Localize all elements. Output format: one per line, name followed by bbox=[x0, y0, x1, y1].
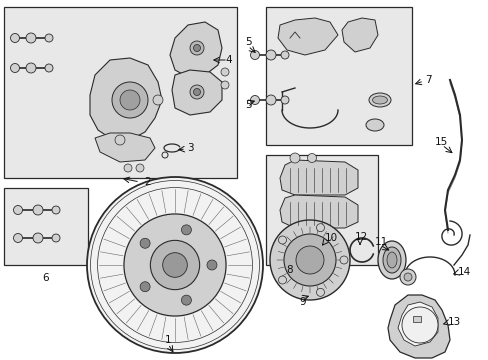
Circle shape bbox=[190, 41, 203, 55]
Text: 2: 2 bbox=[144, 177, 151, 187]
Circle shape bbox=[52, 206, 60, 214]
Text: 11: 11 bbox=[374, 237, 387, 247]
Circle shape bbox=[26, 33, 36, 43]
Circle shape bbox=[250, 50, 259, 59]
Text: 5: 5 bbox=[244, 100, 251, 110]
Circle shape bbox=[26, 63, 36, 73]
Circle shape bbox=[281, 51, 288, 59]
Text: 10: 10 bbox=[325, 233, 337, 243]
Polygon shape bbox=[170, 22, 222, 77]
Circle shape bbox=[401, 307, 437, 343]
Circle shape bbox=[295, 246, 324, 274]
Polygon shape bbox=[280, 195, 357, 228]
Bar bbox=[412, 316, 420, 322]
Bar bbox=[265, 155, 377, 265]
Circle shape bbox=[193, 89, 200, 95]
Circle shape bbox=[206, 260, 217, 270]
Polygon shape bbox=[278, 18, 337, 55]
Circle shape bbox=[278, 236, 286, 244]
Text: 5: 5 bbox=[244, 37, 251, 47]
Text: 7: 7 bbox=[424, 75, 431, 85]
Circle shape bbox=[265, 95, 275, 105]
Polygon shape bbox=[172, 70, 222, 115]
Polygon shape bbox=[387, 295, 449, 358]
Circle shape bbox=[120, 90, 140, 110]
Circle shape bbox=[136, 164, 143, 172]
Circle shape bbox=[123, 214, 225, 316]
Circle shape bbox=[250, 95, 259, 104]
Circle shape bbox=[278, 276, 286, 284]
Circle shape bbox=[45, 34, 53, 42]
Circle shape bbox=[281, 96, 288, 104]
Circle shape bbox=[316, 224, 324, 232]
Circle shape bbox=[265, 50, 275, 60]
Text: 14: 14 bbox=[457, 267, 470, 277]
Circle shape bbox=[307, 153, 316, 162]
Text: 15: 15 bbox=[434, 137, 447, 147]
Circle shape bbox=[153, 95, 163, 105]
Bar bbox=[4, 188, 88, 265]
Circle shape bbox=[190, 85, 203, 99]
Polygon shape bbox=[95, 133, 155, 162]
Circle shape bbox=[150, 240, 199, 290]
Circle shape bbox=[284, 234, 335, 286]
Circle shape bbox=[221, 68, 228, 76]
Ellipse shape bbox=[372, 96, 386, 104]
Circle shape bbox=[52, 234, 60, 242]
Circle shape bbox=[87, 177, 263, 353]
Circle shape bbox=[33, 233, 43, 243]
Polygon shape bbox=[341, 18, 377, 52]
Circle shape bbox=[10, 33, 20, 42]
Circle shape bbox=[14, 206, 22, 215]
Circle shape bbox=[399, 269, 415, 285]
Ellipse shape bbox=[386, 252, 396, 268]
Circle shape bbox=[403, 273, 411, 281]
Circle shape bbox=[181, 295, 191, 305]
Ellipse shape bbox=[365, 119, 383, 131]
Text: 8: 8 bbox=[286, 265, 293, 275]
Text: 4: 4 bbox=[224, 55, 231, 65]
Ellipse shape bbox=[382, 247, 400, 273]
Polygon shape bbox=[285, 245, 341, 258]
Bar bbox=[4, 7, 237, 178]
Circle shape bbox=[269, 220, 349, 300]
Text: 3: 3 bbox=[186, 143, 193, 153]
Polygon shape bbox=[90, 58, 162, 140]
Circle shape bbox=[140, 282, 150, 292]
Text: 9: 9 bbox=[299, 297, 305, 307]
Text: 1: 1 bbox=[164, 335, 171, 345]
Circle shape bbox=[221, 81, 228, 89]
Circle shape bbox=[115, 135, 125, 145]
Polygon shape bbox=[280, 160, 357, 195]
Text: 6: 6 bbox=[42, 273, 49, 283]
Polygon shape bbox=[397, 302, 437, 346]
Circle shape bbox=[14, 234, 22, 243]
Circle shape bbox=[316, 288, 324, 296]
Circle shape bbox=[112, 82, 148, 118]
Circle shape bbox=[181, 225, 191, 235]
Text: 12: 12 bbox=[354, 232, 367, 242]
Circle shape bbox=[10, 63, 20, 72]
Circle shape bbox=[193, 45, 200, 51]
Circle shape bbox=[124, 164, 132, 172]
Circle shape bbox=[163, 253, 187, 277]
Circle shape bbox=[140, 238, 150, 248]
Ellipse shape bbox=[368, 93, 390, 107]
Circle shape bbox=[45, 64, 53, 72]
Circle shape bbox=[289, 153, 299, 163]
Text: 13: 13 bbox=[447, 317, 460, 327]
Circle shape bbox=[33, 205, 43, 215]
Circle shape bbox=[339, 256, 347, 264]
Ellipse shape bbox=[377, 241, 405, 279]
Bar bbox=[265, 7, 411, 145]
